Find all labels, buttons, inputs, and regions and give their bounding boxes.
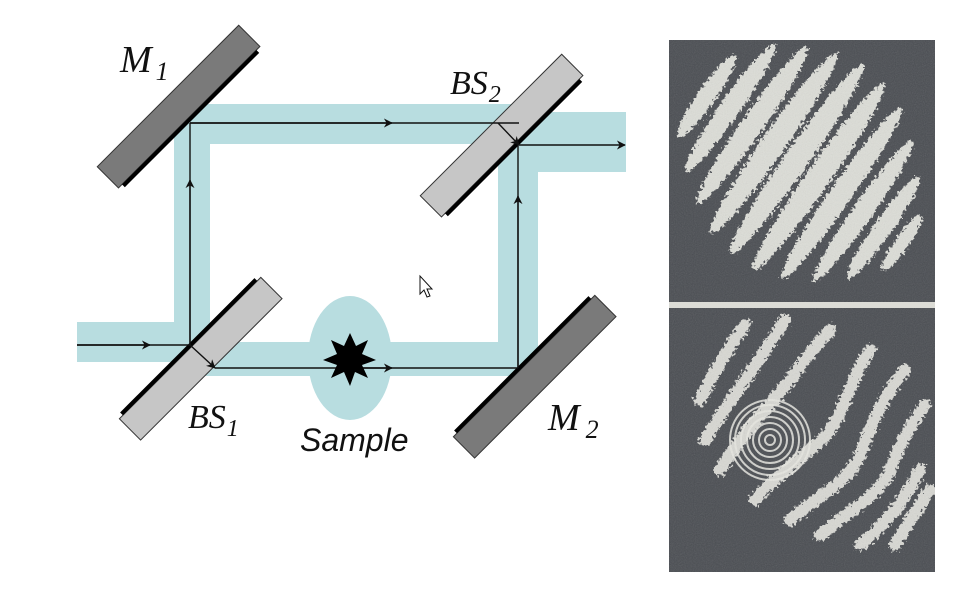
beam-splitter-bs1: [118, 276, 283, 441]
beam-splitter-bs2: [419, 53, 584, 218]
top-arm-ray-diag: [497, 122, 520, 146]
mirror-m2: [452, 294, 617, 459]
fringe-photo-straight: [669, 40, 935, 302]
sample-starburst: [323, 333, 376, 386]
label-sample: Sample: [300, 422, 409, 458]
bs1-diag-ray: [189, 344, 216, 369]
rays: [77, 118, 626, 373]
top-arm-band: [174, 104, 526, 144]
photo-divider: [669, 302, 935, 308]
label-bs2: BS2: [450, 65, 501, 108]
cursor-arrow-icon: [419, 274, 434, 298]
left-arm-band: [174, 104, 210, 364]
label-bs1: BS1: [188, 399, 239, 442]
fringe-photo-distorted: [669, 308, 935, 572]
mirror-m1: [96, 24, 261, 189]
input-beam-band: [77, 322, 189, 362]
